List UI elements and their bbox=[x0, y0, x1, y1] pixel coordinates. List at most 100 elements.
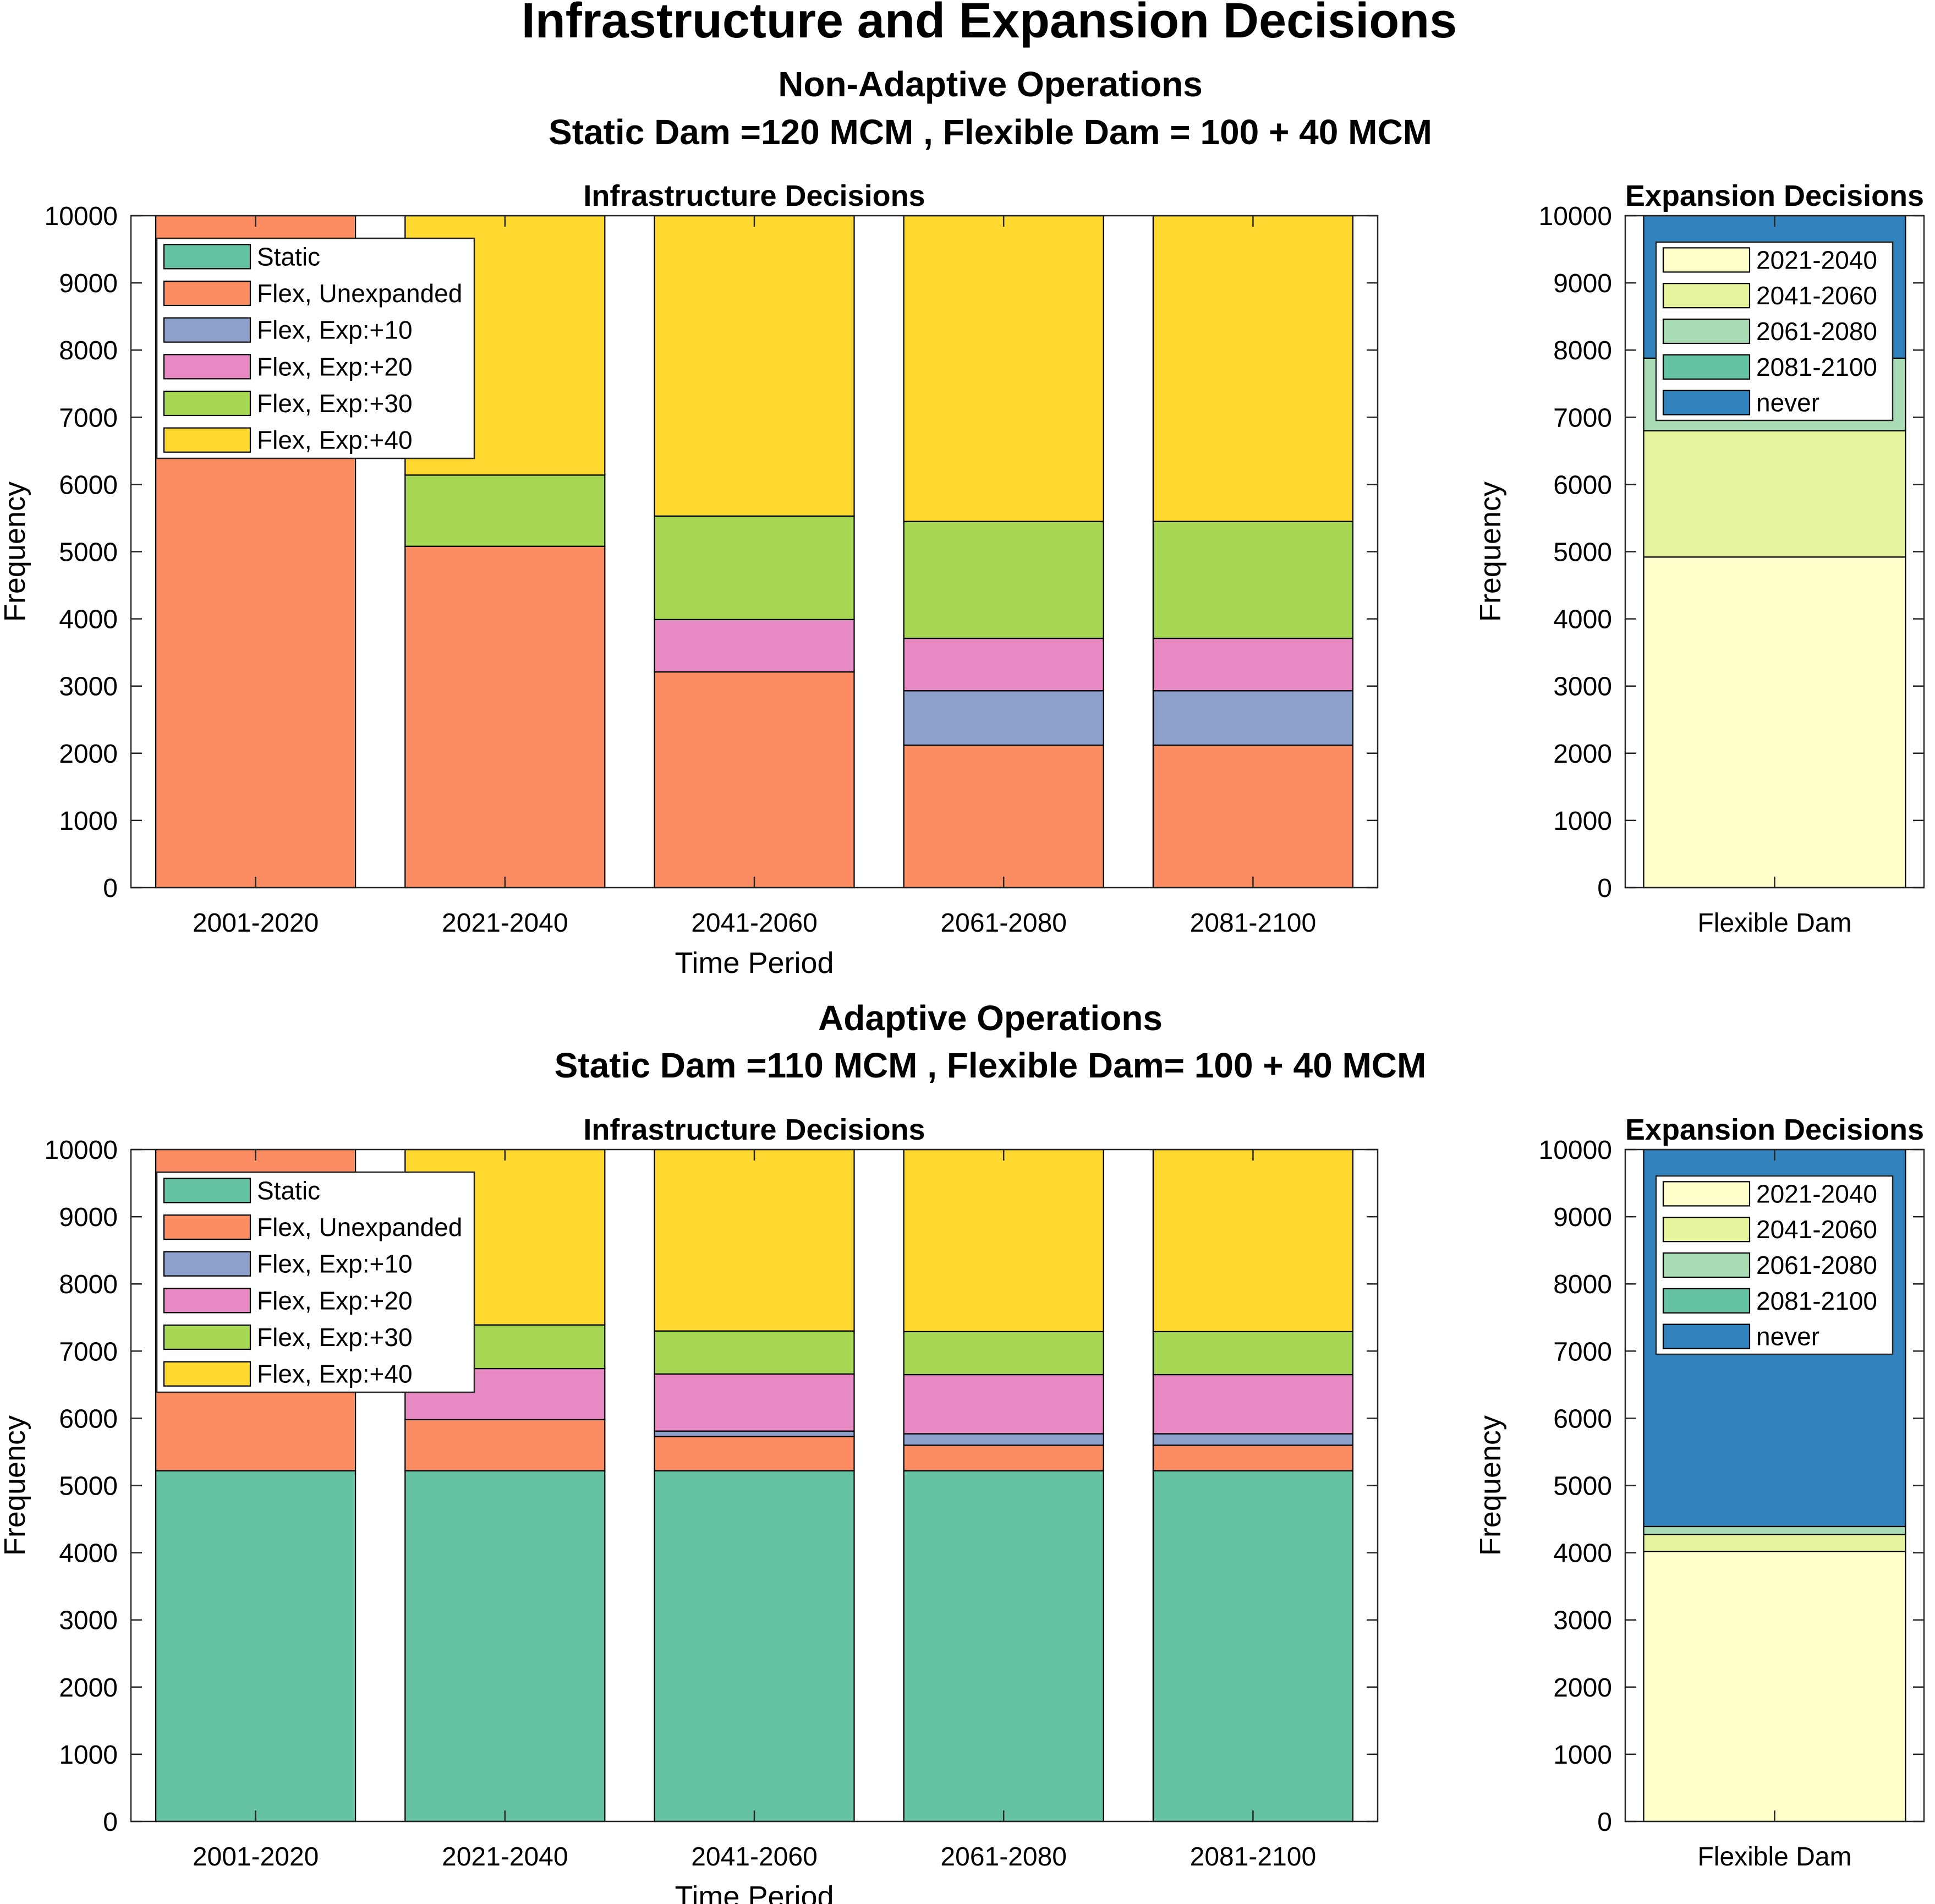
y-tick-label: 8000 bbox=[1553, 1270, 1612, 1299]
y-tick-label: 10000 bbox=[45, 202, 118, 231]
bar-segment-2061-2080-flex-unexpanded bbox=[903, 745, 1104, 889]
bar-segment-flexible-dam-2021-2040 bbox=[1643, 1551, 1906, 1823]
x-tick-label: 2001-2020 bbox=[193, 1842, 319, 1872]
legend-swatch-flex-exp-40 bbox=[163, 427, 251, 453]
bar-segment-2021-2040-flex-unexpanded bbox=[404, 1419, 606, 1471]
bar-segment-2081-2100-flex-exp-10 bbox=[1152, 1433, 1353, 1446]
y-tick-label: 4000 bbox=[59, 1539, 118, 1568]
legend: 2021-2040 2041-2060 2061-2080 2081-2100 neve… bbox=[1655, 241, 1894, 422]
bar-segment-2081-2100-static bbox=[1152, 1470, 1353, 1823]
legend-label-2021-2040: 2021-2040 bbox=[1756, 245, 1877, 274]
bar-segment-2081-2100-flex-unexpanded bbox=[1152, 1445, 1353, 1471]
legend-swatch-flex-exp-10 bbox=[163, 1251, 251, 1277]
legend-swatch-static bbox=[163, 1178, 251, 1203]
legend: Static Flex, Unexpanded Flex, Exp:+10 Flex,… bbox=[156, 1171, 475, 1393]
legend-swatch-flex-exp-30 bbox=[163, 1324, 251, 1350]
legend-label-flex-exp-10: Flex, Exp:+10 bbox=[257, 316, 413, 344]
x-tick-label: Flexible Dam bbox=[1697, 1842, 1851, 1872]
legend-box bbox=[156, 237, 475, 459]
section-subtitle-non-adaptive: Static Dam =120 MCM , Flexible Dam = 100… bbox=[549, 112, 1432, 152]
y-tick-label: 6000 bbox=[59, 470, 118, 500]
legend-swatch-flex-unexpanded bbox=[163, 280, 251, 307]
legend-swatch-flex-exp-40 bbox=[163, 1361, 251, 1387]
y-tick-label: 9000 bbox=[59, 1203, 118, 1232]
chart-3-expansion-decisions: 0 1000 2000 3000 4000 5000 6000 7000 8000 9000 100… bbox=[1474, 1113, 1925, 1872]
x-tick-label: 2041-2060 bbox=[691, 909, 818, 938]
legend-label-2021-2040: 2021-2040 bbox=[1756, 1179, 1877, 1208]
legend-swatch-2021-2040 bbox=[1662, 247, 1751, 273]
x-tick-label: 2021-2040 bbox=[442, 909, 568, 938]
bar-segment-2041-2060-flex-exp-40 bbox=[654, 215, 855, 517]
legend-label-flex-exp-40: Flex, Exp:+40 bbox=[257, 426, 413, 455]
legend-label-flex-exp-10: Flex, Exp:+10 bbox=[257, 1250, 413, 1278]
y-tick-label: 3000 bbox=[1553, 1606, 1612, 1635]
x-tick-label: 2021-2040 bbox=[442, 1842, 568, 1872]
y-tick-label: 5000 bbox=[59, 1472, 118, 1501]
y-tick-label: 4000 bbox=[1553, 1539, 1612, 1568]
bar-segment-2061-2080-flex-unexpanded bbox=[903, 1445, 1104, 1471]
bar-segment-2081-2100-flex-exp-10 bbox=[1152, 690, 1353, 746]
y-tick-label: 5000 bbox=[1553, 1472, 1612, 1501]
chart-title: Infrastructure Decisions bbox=[583, 179, 925, 212]
y-tick-label: 7000 bbox=[59, 1337, 118, 1366]
legend-swatch-2081-2100 bbox=[1662, 354, 1751, 380]
legend-swatch-never bbox=[1662, 390, 1751, 415]
legend-label-2081-2100: 2081-2100 bbox=[1756, 1287, 1877, 1315]
y-tick-label: 1000 bbox=[1553, 1741, 1612, 1770]
x-tick-label: 2061-2080 bbox=[940, 1842, 1067, 1872]
y-tick-label: 6000 bbox=[59, 1404, 118, 1434]
y-tick-label: 8000 bbox=[1553, 336, 1612, 365]
legend: 2021-2040 2041-2060 2061-2080 2081-2100 neve… bbox=[1655, 1175, 1894, 1355]
y-tick-label: 9000 bbox=[1553, 269, 1612, 298]
y-tick-label: 10000 bbox=[45, 1136, 118, 1165]
bar-segment-2041-2060-flex-exp-20 bbox=[654, 1373, 855, 1432]
y-tick-label: 7000 bbox=[1553, 403, 1612, 433]
y-tick-label: 3000 bbox=[59, 1606, 118, 1635]
legend-swatch-flex-unexpanded bbox=[163, 1214, 251, 1240]
bar-segment-2061-2080-flex-exp-20 bbox=[903, 637, 1104, 692]
legend-swatch-flex-exp-10 bbox=[163, 317, 251, 343]
legend-label-flex-exp-30: Flex, Exp:+30 bbox=[257, 389, 413, 418]
y-tick-label: 0 bbox=[103, 1808, 118, 1837]
legend-label-2061-2080: 2061-2080 bbox=[1756, 1251, 1877, 1279]
bar-segment-2081-2100-flex-unexpanded bbox=[1152, 745, 1353, 889]
y-tick-label: 1000 bbox=[59, 1741, 118, 1770]
y-tick-label: 2000 bbox=[59, 740, 118, 769]
figure-title: Infrastructure and Expansion Decisions bbox=[522, 0, 1457, 48]
y-tick-label: 3000 bbox=[1553, 672, 1612, 702]
legend-swatch-flex-exp-20 bbox=[163, 354, 251, 380]
legend-swatch-flex-exp-20 bbox=[163, 1288, 251, 1314]
y-tick-label: 9000 bbox=[1553, 1203, 1612, 1232]
legend-label-flex-exp-20: Flex, Exp:+20 bbox=[257, 352, 413, 381]
y-tick-label: 4000 bbox=[1553, 605, 1612, 634]
y-tick-label: 0 bbox=[103, 874, 118, 903]
x-axis-label: Time Period bbox=[675, 946, 834, 980]
y-tick-label: 6000 bbox=[1553, 470, 1612, 500]
y-tick-label: 3000 bbox=[59, 672, 118, 702]
legend-swatch-2061-2080 bbox=[1662, 1252, 1751, 1278]
bar-segment-2001-2020-static bbox=[155, 1470, 357, 1823]
bar-segment-flexible-dam-2021-2040 bbox=[1643, 556, 1906, 889]
y-tick-label: 4000 bbox=[59, 605, 118, 634]
legend-swatch-flex-exp-30 bbox=[163, 390, 251, 417]
bar-segment-2061-2080-flex-exp-40 bbox=[903, 215, 1104, 522]
y-axis-label: Frequency bbox=[1474, 482, 1507, 622]
bar-segment-2041-2060-flex-exp-30 bbox=[654, 515, 855, 620]
bar-segment-flexible-dam-2061-2080 bbox=[1643, 1525, 1906, 1535]
chart-0-infrastructure-decisions: 0 1000 2000 3000 4000 5000 6000 7000 8000 9000 100… bbox=[0, 179, 1379, 980]
legend-label-never: never bbox=[1756, 389, 1819, 417]
legend-label-static: Static bbox=[257, 242, 320, 271]
section-title-adaptive: Adaptive Operations bbox=[818, 998, 1163, 1038]
y-tick-label: 5000 bbox=[59, 538, 118, 567]
chart-title: Expansion Decisions bbox=[1625, 179, 1924, 212]
legend-label-static: Static bbox=[257, 1176, 320, 1205]
bar-segment-2061-2080-flex-exp-10 bbox=[903, 690, 1104, 746]
section-subtitle-adaptive: Static Dam =110 MCM , Flexible Dam= 100 … bbox=[555, 1046, 1427, 1085]
legend-swatch-static bbox=[163, 244, 251, 270]
y-tick-label: 7000 bbox=[59, 403, 118, 433]
y-axis-label: Frequency bbox=[1474, 1415, 1507, 1556]
bar-segment-2041-2060-flex-unexpanded bbox=[654, 1436, 855, 1471]
x-tick-label: 2041-2060 bbox=[691, 1842, 818, 1872]
y-tick-label: 0 bbox=[1597, 1808, 1612, 1837]
